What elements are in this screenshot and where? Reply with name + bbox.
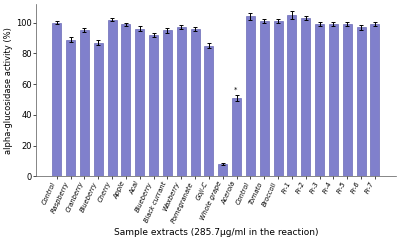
Bar xyxy=(94,43,103,176)
Bar xyxy=(149,35,158,176)
Bar xyxy=(66,40,75,176)
Bar xyxy=(357,27,366,176)
Bar xyxy=(370,24,380,176)
Bar xyxy=(52,23,61,176)
Bar xyxy=(288,15,296,176)
Bar xyxy=(135,29,144,176)
Bar xyxy=(80,30,89,176)
Bar xyxy=(315,24,324,176)
Bar xyxy=(246,16,255,176)
Y-axis label: alpha-glucosidase activity (%): alpha-glucosidase activity (%) xyxy=(4,27,13,154)
Bar xyxy=(108,20,116,176)
Bar xyxy=(177,27,186,176)
Bar xyxy=(218,164,227,176)
Bar xyxy=(204,46,214,176)
Bar xyxy=(163,30,172,176)
Bar xyxy=(122,24,130,176)
Bar xyxy=(260,21,269,176)
Bar xyxy=(274,21,283,176)
Bar xyxy=(232,98,241,176)
X-axis label: Sample extracts (285.7μg/ml in the reaction): Sample extracts (285.7μg/ml in the react… xyxy=(114,228,318,237)
Bar xyxy=(190,29,200,176)
Bar xyxy=(329,24,338,176)
Text: *: * xyxy=(234,87,238,93)
Bar xyxy=(343,24,352,176)
Bar xyxy=(301,18,310,176)
